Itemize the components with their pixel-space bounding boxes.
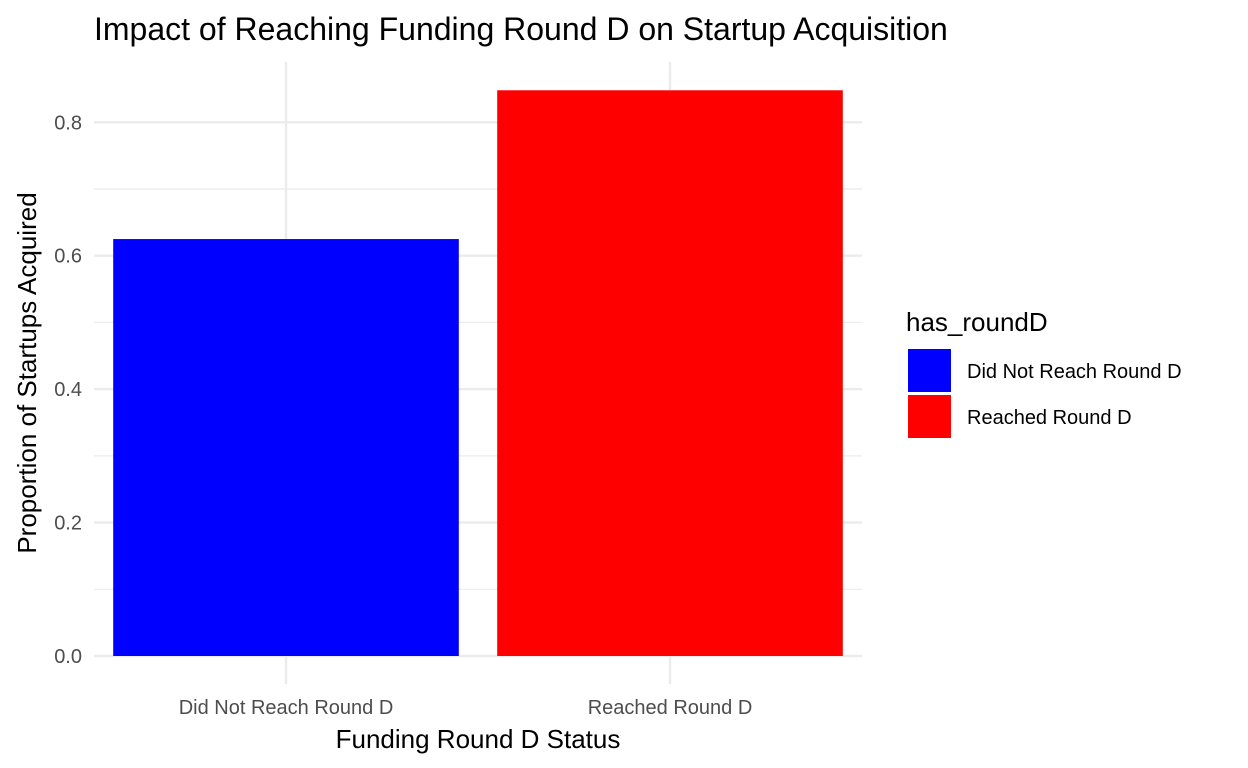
legend-label: Reached Round D: [967, 407, 1132, 429]
legend-title: has_roundD: [906, 307, 1048, 337]
chart-title: Impact of Reaching Funding Round D on St…: [94, 11, 948, 47]
y-tick-label: 0.4: [54, 379, 82, 401]
x-tick-label: Did Not Reach Round D: [179, 697, 394, 719]
bar: [497, 90, 843, 656]
bars: [113, 90, 843, 656]
x-tick-label: Reached Round D: [588, 697, 753, 719]
legend-swatch: [908, 395, 951, 438]
bar: [113, 239, 459, 656]
y-axis-title: Proportion of Startups Acquired: [12, 192, 42, 553]
legend-label: Did Not Reach Round D: [967, 361, 1182, 383]
y-tick-label: 0.0: [54, 646, 82, 668]
y-axis-ticks: 0.0 0.2 0.4 0.6 0.8: [54, 112, 82, 668]
x-axis-title: Funding Round D Status: [336, 724, 621, 754]
legend-swatch: [908, 349, 951, 392]
y-tick-label: 0.6: [54, 246, 82, 268]
y-tick-label: 0.2: [54, 513, 82, 535]
legend-items: Did Not Reach Round D Reached Round D: [908, 349, 1182, 438]
y-tick-label: 0.8: [54, 112, 82, 134]
legend: has_roundD Did Not Reach Round D Reached …: [906, 307, 1182, 438]
x-axis-ticks: Did Not Reach Round D Reached Round D: [179, 697, 753, 719]
